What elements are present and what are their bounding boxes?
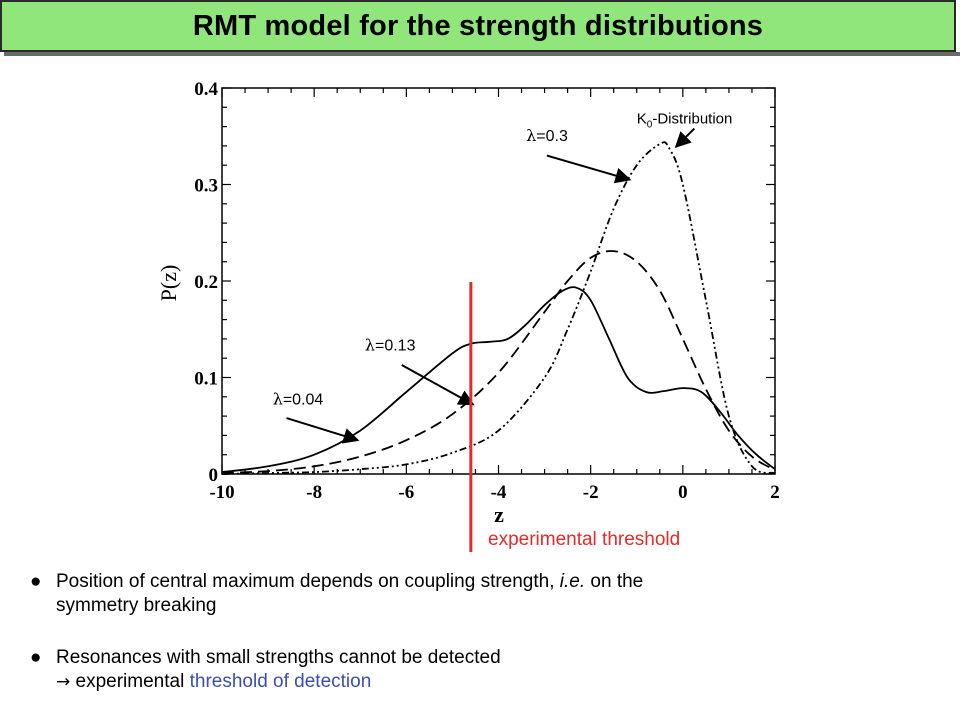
y-tick-label: 0.1	[194, 369, 218, 390]
bullet-text: Position of central maximum depends on c…	[56, 571, 555, 592]
bullet-dot: ●	[30, 647, 42, 668]
y-tick-label: 0	[209, 465, 219, 486]
annotation-arrow-2	[546, 154, 632, 184]
series-line-0	[221, 286, 776, 473]
x-axis-label: z	[494, 502, 504, 527]
bullet-continuation: symmetry breaking	[56, 595, 217, 616]
right-arrow-icon: →	[56, 672, 71, 692]
bullet-text-b: experimental	[75, 671, 185, 692]
series-line-2	[221, 141, 776, 475]
tick-labels: -10 -8 -6 -4 -2 0 2 0 0.1 0.2 0.3 0.4	[194, 79, 780, 503]
annotation-label-0: λ=0.04	[273, 390, 324, 409]
title-bar: RMT model for the strength distributions	[0, 0, 956, 52]
axis-ticks	[221, 87, 776, 475]
annotations: λ=0.04 λ=0.13 λ=0.3 K0-Distribution	[273, 111, 733, 444]
series-line-1	[221, 250, 776, 474]
bullet-coupling: ● Position of central maximum depends on …	[30, 570, 830, 618]
title-shadow	[4, 52, 960, 56]
x-tick-label: -6	[398, 482, 414, 503]
bullet-continuation: → experimental threshold of detection	[30, 670, 830, 694]
threshold-highlight: threshold of detection	[189, 671, 372, 692]
x-tick-label: -10	[209, 482, 234, 503]
plot-frame	[221, 87, 776, 475]
annotation-arrow-1	[401, 364, 475, 406]
y-axis-label: P(z)	[156, 265, 181, 302]
x-tick-label: 2	[770, 482, 780, 503]
annotation-arrow-0	[286, 417, 360, 444]
bullet-text-b: on the	[590, 571, 644, 592]
annotation-label-3: K0-Distribution	[637, 111, 733, 131]
x-tick-label: -4	[491, 482, 507, 503]
series-lines	[221, 141, 776, 475]
bullet-text: Resonances with small strengths cannot b…	[56, 647, 501, 668]
annotation-label-2: λ=0.3	[526, 126, 568, 145]
x-tick-label: -2	[583, 482, 599, 503]
y-tick-label: 0.2	[194, 272, 218, 293]
x-tick-label: 0	[678, 482, 688, 503]
bullet-resonances: ● Resonances with small strengths cannot …	[30, 646, 830, 694]
threshold-label: experimental threshold	[488, 529, 680, 550]
y-tick-label: 0.3	[194, 176, 218, 197]
page-title: RMT model for the strength distributions	[192, 9, 764, 42]
annotation-arrow-3	[674, 127, 696, 148]
bullet-dot: ●	[30, 571, 42, 592]
x-tick-label: -8	[306, 482, 322, 503]
annotation-label-1: λ=0.13	[365, 335, 416, 354]
y-tick-label: 0.4	[194, 79, 218, 100]
bullet-ie: i.e.	[559, 571, 586, 592]
